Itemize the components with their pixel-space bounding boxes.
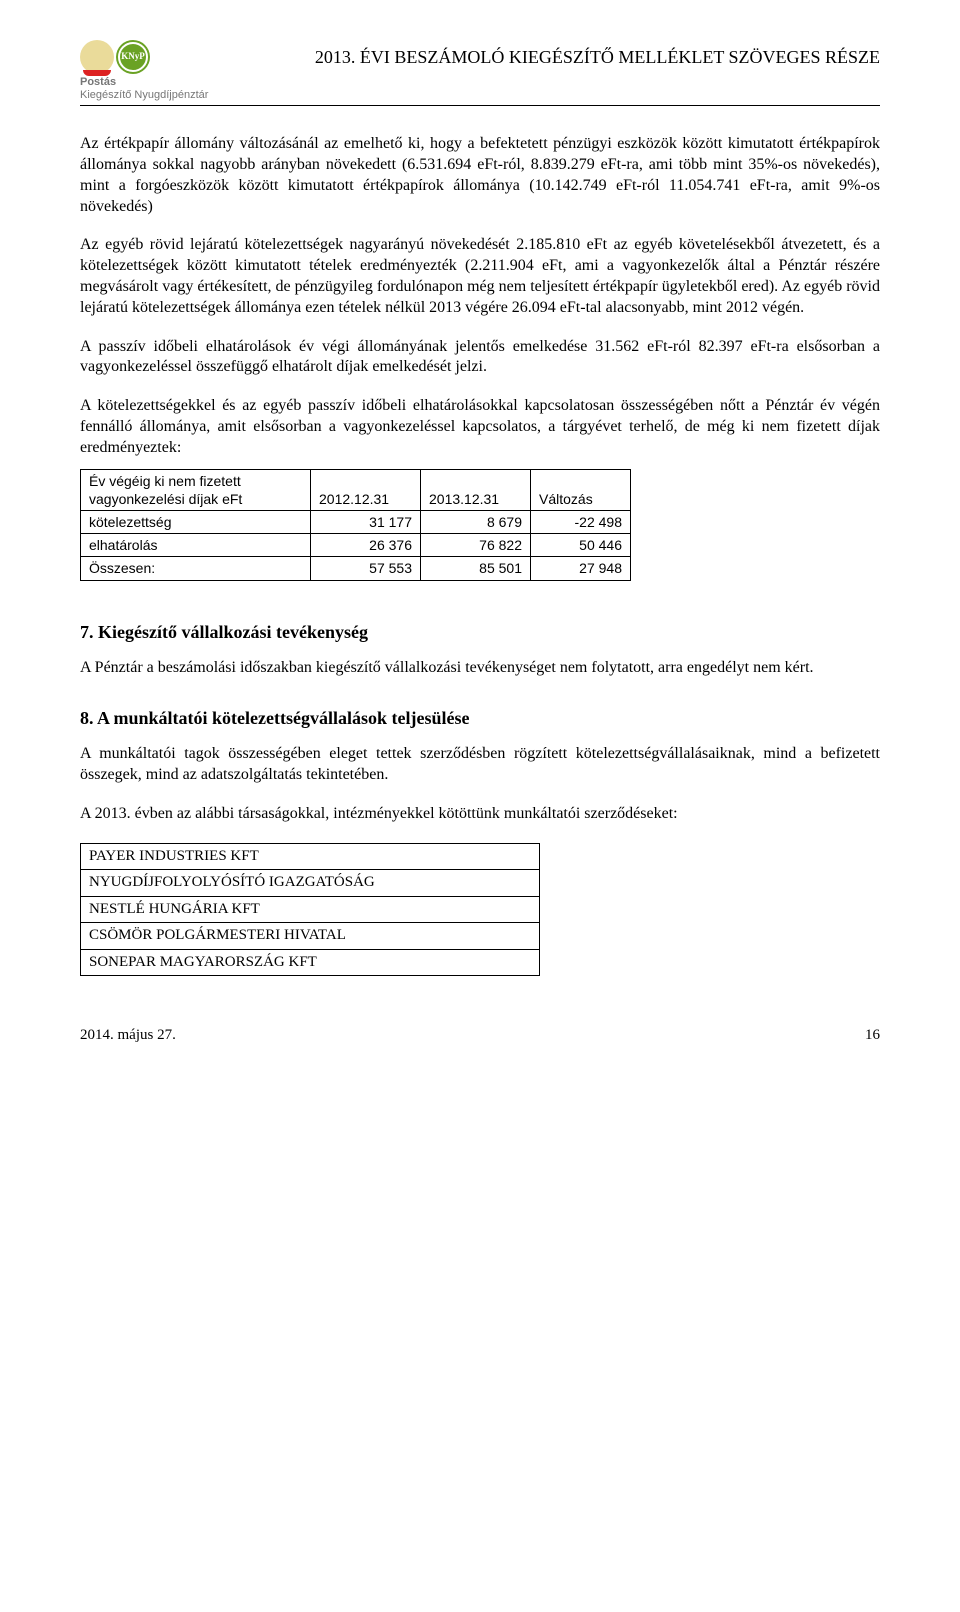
list-item: PAYER INDUSTRIES KFT bbox=[81, 843, 540, 870]
logo-line2: Kiegészítő Nyugdíjpénztár bbox=[80, 89, 208, 101]
postas-logo-icon bbox=[80, 40, 114, 74]
row-label: kötelezettség bbox=[81, 511, 311, 534]
company-name: CSÖMÖR POLGÁRMESTERI HIVATAL bbox=[81, 923, 540, 950]
paragraph-3: A passzív időbeli elhatárolások év végi … bbox=[80, 337, 880, 379]
company-name: PAYER INDUSTRIES KFT bbox=[81, 843, 540, 870]
cell-value: 26 376 bbox=[311, 534, 421, 557]
cell-value: -22 498 bbox=[531, 511, 631, 534]
logo-images: KNyP bbox=[80, 40, 208, 74]
page-title: 2013. ÉVI BESZÁMOLÓ KIEGÉSZÍTŐ MELLÉKLET… bbox=[220, 40, 880, 69]
section-8-body-2: A 2013. évben az alábbi társaságokkal, i… bbox=[80, 804, 880, 825]
cell-value: 31 177 bbox=[311, 511, 421, 534]
paragraph-2: Az egyéb rövid lejáratú kötelezettségek … bbox=[80, 235, 880, 318]
table-row: elhatárolás 26 376 76 822 50 446 bbox=[81, 534, 631, 557]
logo-text: Postás Kiegészítő Nyugdíjpénztár bbox=[80, 76, 208, 101]
col-header-label: Év végéig ki nem fizetett vagyonkezelési… bbox=[81, 469, 311, 510]
row-label: Összesen: bbox=[81, 557, 311, 580]
company-name: SONEPAR MAGYARORSZÁG KFT bbox=[81, 949, 540, 976]
list-item: SONEPAR MAGYARORSZÁG KFT bbox=[81, 949, 540, 976]
cell-value: 50 446 bbox=[531, 534, 631, 557]
section-8-body-1: A munkáltatói tagok összességében eleget… bbox=[80, 744, 880, 786]
paragraph-4: A kötelezettségekkel és az egyéb passzív… bbox=[80, 396, 880, 458]
list-item: NESTLÉ HUNGÁRIA KFT bbox=[81, 896, 540, 923]
table-row: kötelezettség 31 177 8 679 -22 498 bbox=[81, 511, 631, 534]
footer-page-number: 16 bbox=[865, 1026, 880, 1046]
company-name: NESTLÉ HUNGÁRIA KFT bbox=[81, 896, 540, 923]
cell-value: 8 679 bbox=[421, 511, 531, 534]
list-item: CSÖMÖR POLGÁRMESTERI HIVATAL bbox=[81, 923, 540, 950]
logo-line1: Postás bbox=[80, 76, 116, 88]
page-header: KNyP Postás Kiegészítő Nyugdíjpénztár 20… bbox=[80, 40, 880, 106]
cell-value: 85 501 bbox=[421, 557, 531, 580]
fees-table: Év végéig ki nem fizetett vagyonkezelési… bbox=[80, 469, 631, 581]
section-8-heading: 8. A munkáltatói kötelezettségvállalások… bbox=[80, 707, 880, 730]
col-header-2013: 2013.12.31 bbox=[421, 469, 531, 510]
company-name: NYUGDÍJFOLYOLYÓSÍTÓ IGAZGATÓSÁG bbox=[81, 870, 540, 897]
table-row: Összesen: 57 553 85 501 27 948 bbox=[81, 557, 631, 580]
col-header-2012: 2012.12.31 bbox=[311, 469, 421, 510]
companies-table: PAYER INDUSTRIES KFT NYUGDÍJFOLYOLYÓSÍTÓ… bbox=[80, 843, 540, 977]
table-header-row: Év végéig ki nem fizetett vagyonkezelési… bbox=[81, 469, 631, 510]
cell-value: 57 553 bbox=[311, 557, 421, 580]
paragraph-1: Az értékpapír állomány változásánál az e… bbox=[80, 134, 880, 217]
cell-value: 27 948 bbox=[531, 557, 631, 580]
page-footer: 2014. május 27. 16 bbox=[80, 1026, 880, 1046]
row-label: elhatárolás bbox=[81, 534, 311, 557]
cell-value: 76 822 bbox=[421, 534, 531, 557]
logo-block: KNyP Postás Kiegészítő Nyugdíjpénztár bbox=[80, 40, 220, 101]
section-7-heading: 7. Kiegészítő vállalkozási tevékenység bbox=[80, 621, 880, 644]
list-item: NYUGDÍJFOLYOLYÓSÍTÓ IGAZGATÓSÁG bbox=[81, 870, 540, 897]
section-7-body: A Pénztár a beszámolási időszakban kiegé… bbox=[80, 658, 880, 679]
col-header-change: Változás bbox=[531, 469, 631, 510]
footer-date: 2014. május 27. bbox=[80, 1026, 176, 1046]
knyp-logo-icon: KNyP bbox=[118, 42, 148, 72]
